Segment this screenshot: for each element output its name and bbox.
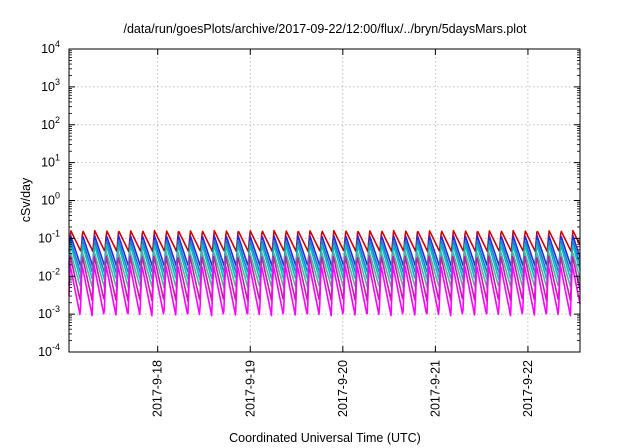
series-line [68,264,581,317]
series-line [68,255,581,302]
series-line [68,251,581,289]
series-line [68,239,581,274]
grid [69,49,580,352]
y-axis: 10-4 10-3 10-2 10-1 100 101 102 103 104 [38,39,580,359]
x-tick-label: 2017-9-21 [428,360,442,417]
series-line [68,243,581,281]
chart-title: /data/run/goesPlots/archive/2017-09-22/1… [123,22,527,36]
y-axis-label: cSv/day [19,177,33,222]
y-tick-label: 104 [41,39,60,56]
series-line [68,229,581,253]
y-tick-label: 102 [41,115,60,132]
x-tick-label: 2017-9-22 [521,360,535,417]
x-tick-label: 2017-9-19 [243,360,257,417]
y-tick-label: 100 [41,191,60,208]
y-tick-label: 10-2 [38,266,60,283]
y-tick-label: 10-1 [38,228,60,245]
y-tick-label: 10-3 [38,304,60,321]
series-line [68,234,581,268]
y-tick-label: 103 [41,77,60,94]
x-axis: 2017-9-18 2017-9-19 2017-9-20 2017-9-21 2017… [151,49,535,417]
series-group [68,229,581,317]
y-tick-label: 10-4 [38,342,60,359]
x-tick-label: 2017-9-20 [336,360,350,417]
x-axis-label: Coordinated Universal Time (UTC) [229,431,421,445]
x-tick-label: 2017-9-18 [151,360,165,417]
y-tick-label: 101 [41,153,60,170]
